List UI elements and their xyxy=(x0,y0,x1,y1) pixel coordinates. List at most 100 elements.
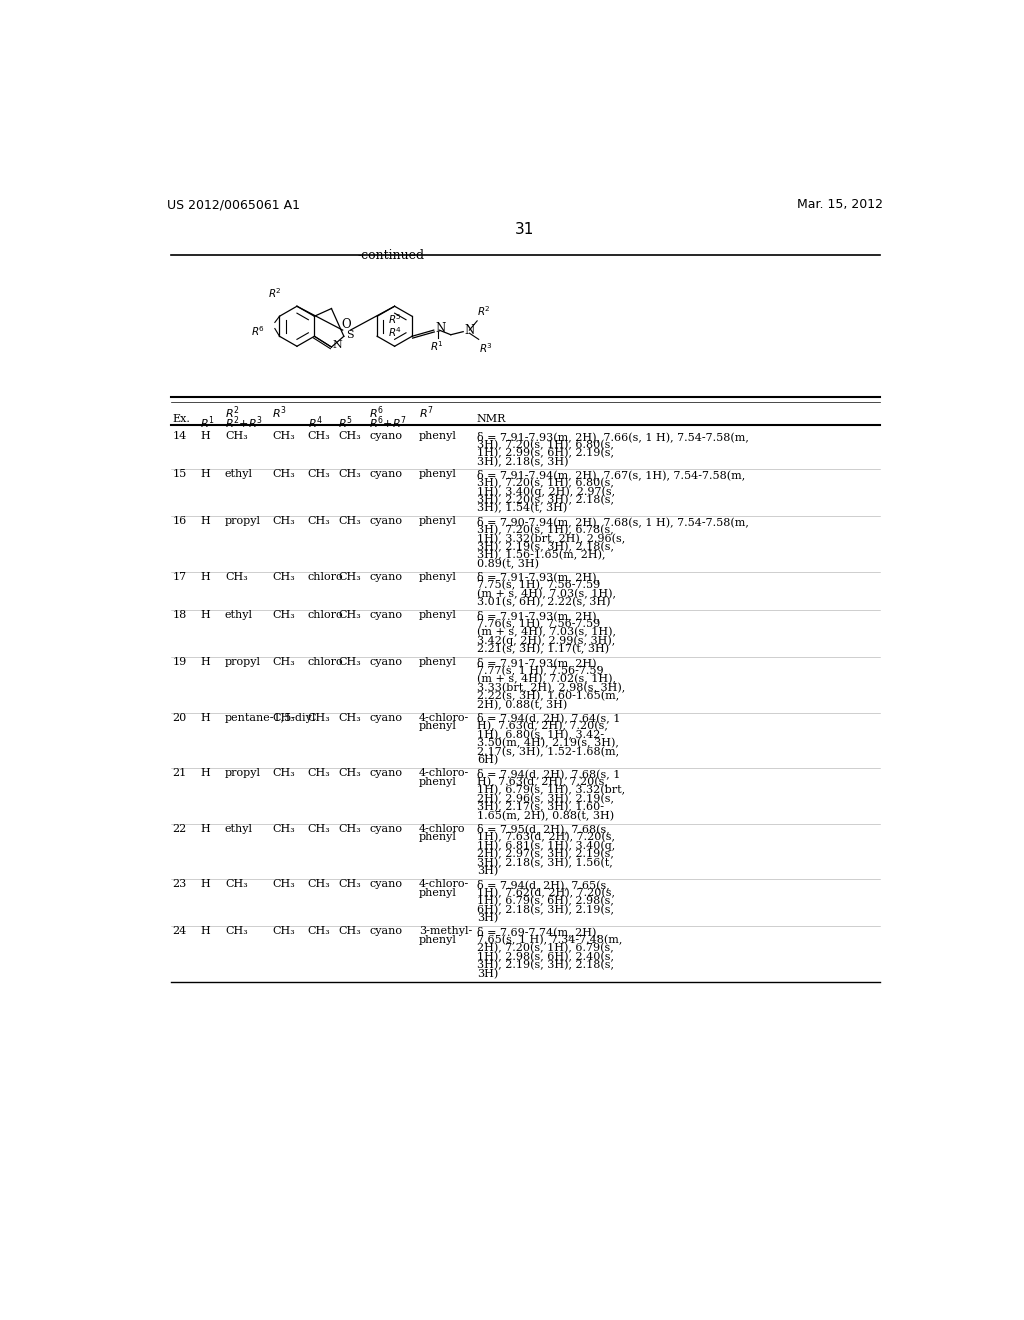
Text: $R^1$: $R^1$ xyxy=(200,414,215,430)
Text: H: H xyxy=(200,768,210,779)
Text: 3H), 2.17(s, 3H), 1.60-: 3H), 2.17(s, 3H), 1.60- xyxy=(477,803,604,813)
Text: 2H), 7.20(s, 1H), 6.79(s,: 2H), 7.20(s, 1H), 6.79(s, xyxy=(477,942,613,953)
Text: phenyl: phenyl xyxy=(419,430,457,441)
Text: 20: 20 xyxy=(172,713,186,723)
Text: O: O xyxy=(342,318,351,331)
Text: $R^6$: $R^6$ xyxy=(369,405,384,421)
Text: 2H), 2.97(s, 3H), 2.19(s,: 2H), 2.97(s, 3H), 2.19(s, xyxy=(477,849,613,859)
Text: 4-chloro-: 4-chloro- xyxy=(419,768,469,779)
Text: CH₃: CH₃ xyxy=(338,572,360,582)
Text: CH₃: CH₃ xyxy=(272,572,295,582)
Text: US 2012/0065061 A1: US 2012/0065061 A1 xyxy=(167,198,300,211)
Text: 1H), 3.32(brt, 2H), 2.96(s,: 1H), 3.32(brt, 2H), 2.96(s, xyxy=(477,533,625,544)
Text: CH₃: CH₃ xyxy=(272,879,295,890)
Text: H: H xyxy=(200,713,210,723)
Text: CH₃: CH₃ xyxy=(338,713,360,723)
Text: ethyl: ethyl xyxy=(225,470,253,479)
Text: CH₃: CH₃ xyxy=(272,610,295,620)
Text: δ = 7.94(d, 2H), 7.64(s, 1: δ = 7.94(d, 2H), 7.64(s, 1 xyxy=(477,713,621,723)
Text: cyano: cyano xyxy=(369,879,402,890)
Text: chloro: chloro xyxy=(308,572,343,582)
Text: 4-chloro-: 4-chloro- xyxy=(419,713,469,723)
Text: CH₃: CH₃ xyxy=(308,879,331,890)
Text: phenyl: phenyl xyxy=(419,832,457,842)
Text: ethyl: ethyl xyxy=(225,824,253,834)
Text: $R^6$+$R^7$: $R^6$+$R^7$ xyxy=(369,414,407,430)
Text: 2H), 2.96(s, 3H), 2.19(s,: 2H), 2.96(s, 3H), 2.19(s, xyxy=(477,793,613,804)
Text: 1H), 2.99(s, 6H), 2.19(s,: 1H), 2.99(s, 6H), 2.19(s, xyxy=(477,447,613,458)
Text: 3H), 2.18(s, 3H), 1.56(t,: 3H), 2.18(s, 3H), 1.56(t, xyxy=(477,858,612,869)
Text: H: H xyxy=(200,610,210,620)
Text: 7.76(s, 1H), 7.56-7.59: 7.76(s, 1H), 7.56-7.59 xyxy=(477,619,600,630)
Text: cyano: cyano xyxy=(369,657,402,668)
Text: 6H): 6H) xyxy=(477,755,498,766)
Text: 3H), 2.20(s, 3H), 2.18(s,: 3H), 2.20(s, 3H), 2.18(s, xyxy=(477,495,613,506)
Text: δ = 7.94(d, 2H), 7.65(s,: δ = 7.94(d, 2H), 7.65(s, xyxy=(477,879,609,890)
Text: 16: 16 xyxy=(172,516,186,527)
Text: 4-chloro: 4-chloro xyxy=(419,824,465,834)
Text: N: N xyxy=(435,322,445,335)
Text: CH₃: CH₃ xyxy=(272,927,295,936)
Text: $R^2$: $R^2$ xyxy=(225,405,240,421)
Text: CH₃: CH₃ xyxy=(308,516,331,527)
Text: 1H), 6.79(s, 6H), 2.98(s,: 1H), 6.79(s, 6H), 2.98(s, xyxy=(477,896,613,907)
Text: $R^3$: $R^3$ xyxy=(478,341,493,355)
Text: CH₃: CH₃ xyxy=(338,516,360,527)
Text: δ = 7.91-7.93(m, 2H), 7.66(s, 1 H), 7.54-7.58(m,: δ = 7.91-7.93(m, 2H), 7.66(s, 1 H), 7.54… xyxy=(477,430,749,442)
Text: 1H), 6.79(s, 1H), 3.32(brt,: 1H), 6.79(s, 1H), 3.32(brt, xyxy=(477,785,625,796)
Text: δ = 7.90-7.94(m, 2H), 7.68(s, 1 H), 7.54-7.58(m,: δ = 7.90-7.94(m, 2H), 7.68(s, 1 H), 7.54… xyxy=(477,516,749,527)
Text: 0.89(t, 3H): 0.89(t, 3H) xyxy=(477,558,539,569)
Text: propyl: propyl xyxy=(225,516,261,527)
Text: δ = 7.91-7.93(m, 2H),: δ = 7.91-7.93(m, 2H), xyxy=(477,572,600,582)
Text: δ = 7.91-7.93(m, 2H),: δ = 7.91-7.93(m, 2H), xyxy=(477,657,600,668)
Text: Ex.: Ex. xyxy=(172,414,190,424)
Text: CH₃: CH₃ xyxy=(225,572,248,582)
Text: CH₃: CH₃ xyxy=(308,713,331,723)
Text: H: H xyxy=(200,824,210,834)
Text: H: H xyxy=(200,430,210,441)
Text: cyano: cyano xyxy=(369,927,402,936)
Text: cyano: cyano xyxy=(369,572,402,582)
Text: 3H): 3H) xyxy=(477,969,498,978)
Text: $R^7$: $R^7$ xyxy=(419,405,433,421)
Text: 7.65(s, 1 H), 7.34-7.48(m,: 7.65(s, 1 H), 7.34-7.48(m, xyxy=(477,935,623,945)
Text: 18: 18 xyxy=(172,610,186,620)
Text: cyano: cyano xyxy=(369,713,402,723)
Text: 19: 19 xyxy=(172,657,186,668)
Text: CH₃: CH₃ xyxy=(308,470,331,479)
Text: phenyl: phenyl xyxy=(419,776,457,787)
Text: 1H), 7.63(d, 2H), 7.20(s,: 1H), 7.63(d, 2H), 7.20(s, xyxy=(477,832,614,842)
Text: phenyl: phenyl xyxy=(419,610,457,620)
Text: H: H xyxy=(200,572,210,582)
Text: N: N xyxy=(332,339,342,350)
Text: CH₃: CH₃ xyxy=(272,768,295,779)
Text: 14: 14 xyxy=(172,430,186,441)
Text: $R^2$: $R^2$ xyxy=(268,286,283,300)
Text: CH₃: CH₃ xyxy=(225,430,248,441)
Text: CH₃: CH₃ xyxy=(308,824,331,834)
Text: cyano: cyano xyxy=(369,470,402,479)
Text: $R^1$: $R^1$ xyxy=(430,339,443,354)
Text: 3-methyl-: 3-methyl- xyxy=(419,927,472,936)
Text: (m + s, 4H), 7.03(s, 1H),: (m + s, 4H), 7.03(s, 1H), xyxy=(477,627,615,638)
Text: H: H xyxy=(200,879,210,890)
Text: CH₃: CH₃ xyxy=(225,879,248,890)
Text: δ = 7.95(d, 2H), 7.68(s,: δ = 7.95(d, 2H), 7.68(s, xyxy=(477,824,609,834)
Text: CH₃: CH₃ xyxy=(338,610,360,620)
Text: NMR: NMR xyxy=(477,414,506,424)
Text: 2.22(s, 3H), 1.60-1.65(m,: 2.22(s, 3H), 1.60-1.65(m, xyxy=(477,692,618,702)
Text: CH₃: CH₃ xyxy=(338,657,360,668)
Text: H: H xyxy=(200,657,210,668)
Text: 3.42(q, 2H), 2.99(s, 3H),: 3.42(q, 2H), 2.99(s, 3H), xyxy=(477,636,615,647)
Text: CH₃: CH₃ xyxy=(308,768,331,779)
Text: 3.01(s, 6H), 2.22(s, 3H): 3.01(s, 6H), 2.22(s, 3H) xyxy=(477,598,610,607)
Text: H), 7.63(d, 2H), 7.20(s,: H), 7.63(d, 2H), 7.20(s, xyxy=(477,776,607,787)
Text: H: H xyxy=(200,927,210,936)
Text: CH₃: CH₃ xyxy=(308,430,331,441)
Text: 2H), 0.88(t, 3H): 2H), 0.88(t, 3H) xyxy=(477,700,567,710)
Text: chloro: chloro xyxy=(308,657,343,668)
Text: 31: 31 xyxy=(515,222,535,236)
Text: 4-chloro-: 4-chloro- xyxy=(419,879,469,890)
Text: propyl: propyl xyxy=(225,657,261,668)
Text: 3H), 2.19(s, 3H), 2.18(s,: 3H), 2.19(s, 3H), 2.18(s, xyxy=(477,543,613,552)
